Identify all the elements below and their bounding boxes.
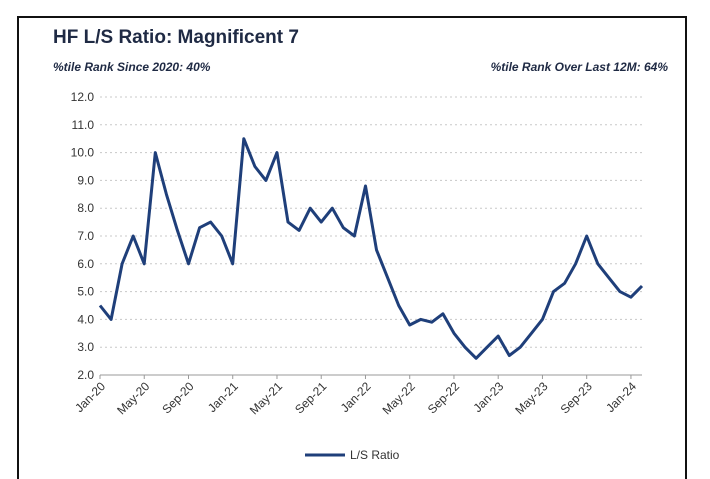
x-tick-label: Jan-24 [603, 379, 639, 415]
y-tick-label: 10.0 [71, 146, 95, 160]
grid-lines [100, 96, 642, 376]
y-tick-label: 5.0 [77, 285, 94, 299]
x-tick-label: May-21 [247, 379, 285, 417]
x-tick-label: Jan-20 [72, 379, 108, 415]
x-tick-label: Jan-23 [470, 379, 506, 415]
y-tick-label: 12.0 [71, 90, 95, 104]
x-axis: Jan-20 May-20 Sep-20 Jan-21 May-21 Sep-21 Jan-… [72, 375, 639, 417]
y-tick-label: 3.0 [77, 340, 94, 354]
legend: L/S Ratio [305, 448, 400, 462]
x-tick-label: Sep-20 [159, 379, 196, 416]
x-tick-label: May-23 [512, 379, 550, 417]
chart-subtitle-right: %tile Rank Over Last 12M: 64% [490, 60, 668, 74]
y-axis: 2.0 3.0 4.0 5.0 6.0 7.0 8.0 9.0 10.0 11.0 12.0 [71, 90, 95, 382]
x-tick-label: May-22 [380, 379, 418, 417]
x-tick-label: Sep-21 [292, 379, 329, 416]
x-tick-label: Sep-22 [425, 379, 462, 416]
x-tick-label: Sep-23 [558, 379, 595, 416]
y-tick-label: 2.0 [77, 368, 94, 382]
series-line [98, 137, 644, 360]
y-tick-label: 8.0 [77, 201, 94, 215]
x-tick-label: Jan-22 [338, 379, 374, 415]
x-tick-label: May-20 [114, 379, 152, 417]
chart-title: HF L/S Ratio: Magnificent 7 [53, 27, 299, 48]
chart-subtitle-left: %tile Rank Since 2020: 40% [53, 60, 211, 74]
y-tick-label: 4.0 [77, 312, 94, 326]
y-tick-label: 9.0 [77, 173, 94, 187]
y-tick-label: 7.0 [77, 229, 94, 243]
x-tick-label: Jan-21 [205, 379, 241, 415]
y-tick-label: 11.0 [72, 118, 95, 132]
series-group [98, 137, 644, 360]
legend-label: L/S Ratio [350, 448, 400, 462]
y-tick-label: 6.0 [77, 257, 94, 271]
